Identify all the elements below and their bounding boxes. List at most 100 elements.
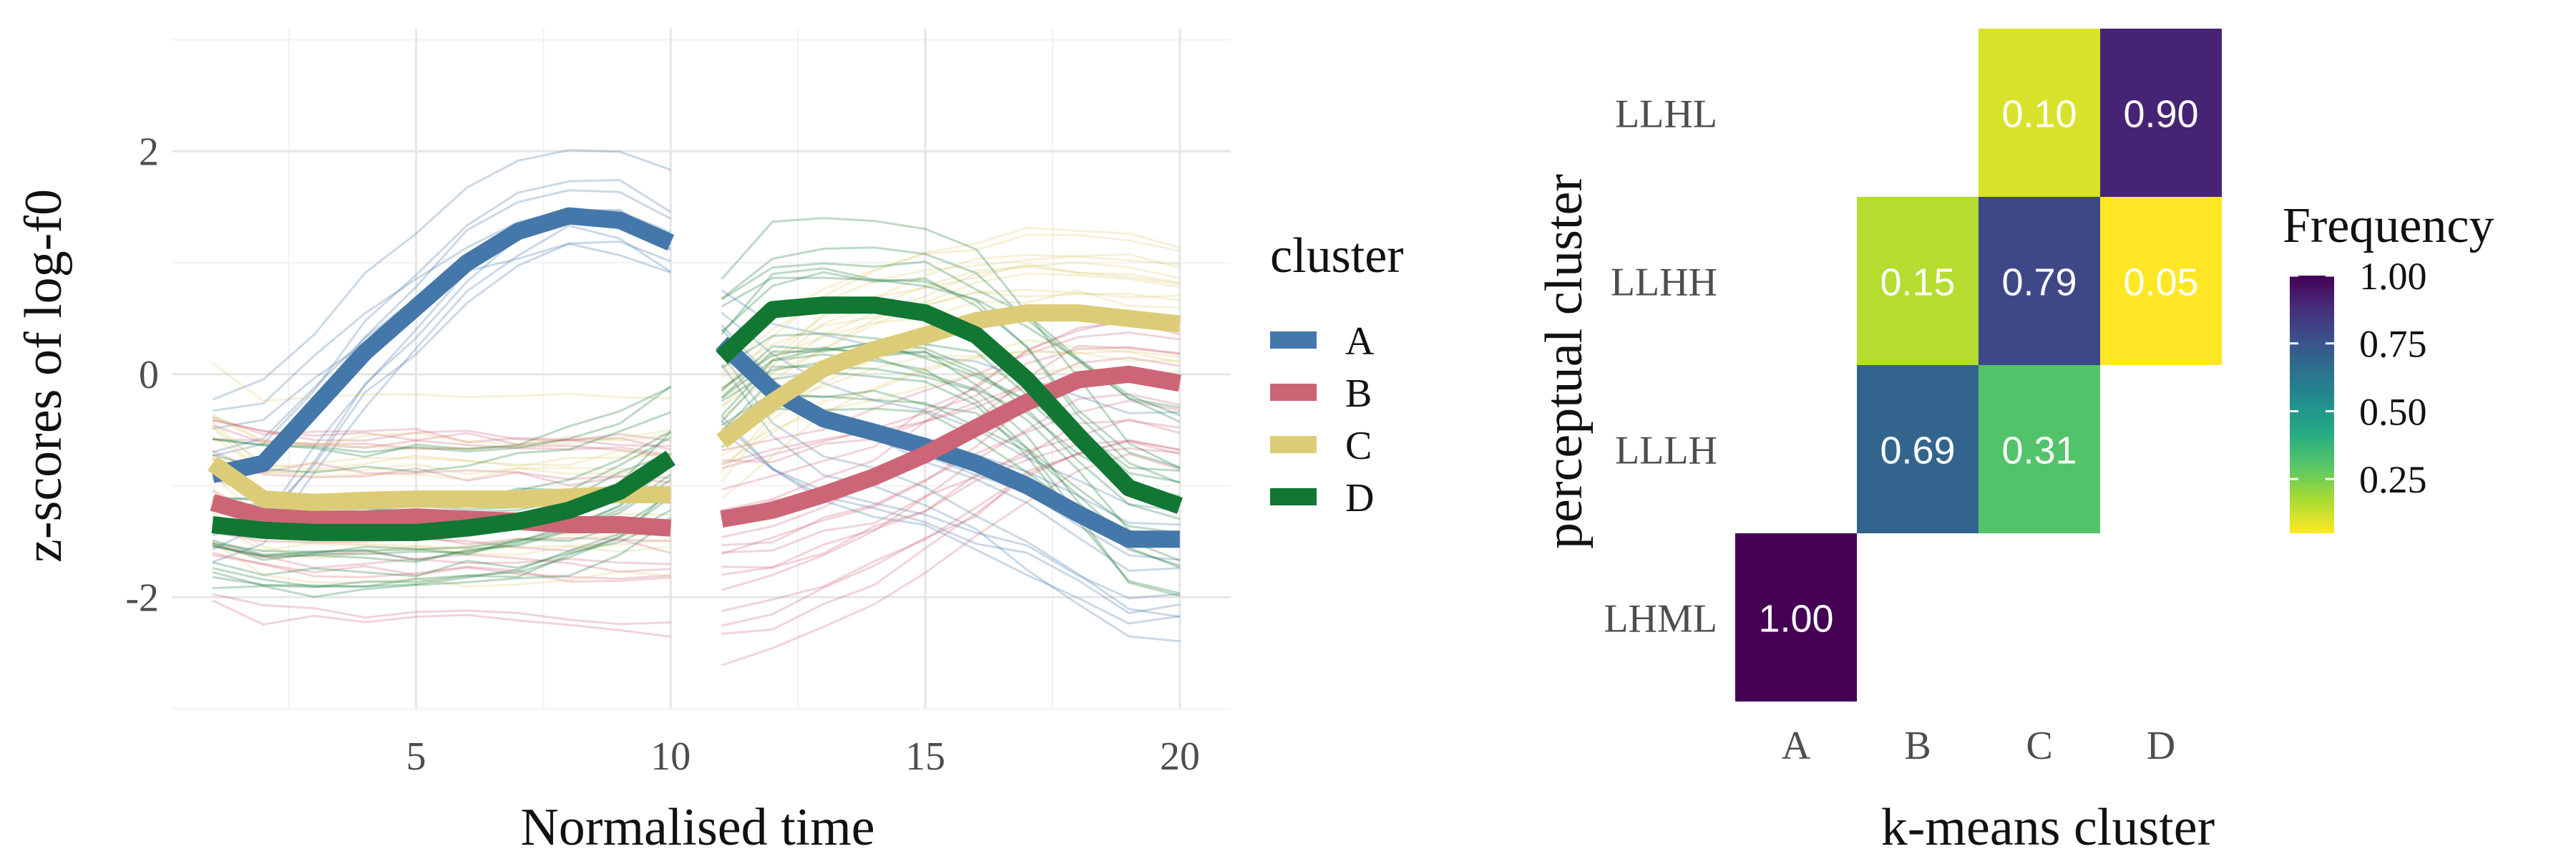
trajectory-B xyxy=(212,457,671,487)
trajectory-A xyxy=(721,353,1181,618)
x-tick-label: 10 xyxy=(650,734,691,779)
trajectory-C xyxy=(721,263,1180,379)
trajectory-C xyxy=(721,226,1181,392)
y-axis-title: z-scores of log-f0 xyxy=(14,189,73,563)
trajectory-D xyxy=(721,353,1181,597)
y-tick-label: -2 xyxy=(125,576,159,620)
trajectory-D xyxy=(212,519,672,598)
x-tick-label: 15 xyxy=(905,734,945,779)
trajectory-A xyxy=(721,289,1180,414)
trajectory-D xyxy=(721,271,1181,469)
x-tick-label: 20 xyxy=(1160,734,1200,779)
trajectory-A xyxy=(721,311,1180,513)
trajectory-C xyxy=(721,289,1180,391)
heatmap-cell-A-LHML xyxy=(1735,533,1857,702)
series-line-B xyxy=(720,365,1181,528)
heatmap-x-tick-label: B xyxy=(1904,724,1931,768)
heatmap-cell-D-LLHL xyxy=(2100,29,2222,197)
trajectory-A xyxy=(212,178,672,457)
heatmap-cells: 1.00 0.69 0.31 0.15 0.79 0.05 0.10 0.90 xyxy=(1735,29,2222,702)
series-line-A xyxy=(210,207,675,483)
y-tick-label: 0 xyxy=(139,353,159,397)
trajectory-B xyxy=(721,320,1181,512)
trajectory-B xyxy=(212,545,671,566)
heatmap-panel: 1.00 0.69 0.31 0.15 0.79 0.05 0.10 0.90 A B C D LH… xyxy=(1535,29,2494,857)
trajectory-A xyxy=(212,242,671,534)
trajectory-B xyxy=(721,439,1181,627)
trajectory-D xyxy=(212,509,672,588)
trajectory-D xyxy=(212,493,672,556)
trajectory-B xyxy=(721,440,1181,569)
trajectory-B xyxy=(212,531,671,555)
trajectory-C xyxy=(212,435,671,481)
heatmap-cell-label: 0.69 xyxy=(1880,430,1955,472)
heatmap-y-tick-label: LLHH xyxy=(1611,261,1717,305)
colorbar-tick-label: 0.50 xyxy=(2359,390,2427,433)
heatmap-cell-label: 0.79 xyxy=(2001,261,2077,304)
trajectory-C xyxy=(212,541,671,588)
heatmap-y-tick-label: LLLH xyxy=(1615,429,1717,473)
trajectory-C xyxy=(721,288,1180,419)
heatmap-x-tick-label: A xyxy=(1782,724,1811,768)
line-chart-panel: 5 10 15 20 -2 0 2 Normalised time z-scores of… xyxy=(14,29,1404,857)
heatmap-y-tick-label: LLHL xyxy=(1615,92,1717,137)
colorbar-tick-label: 0.25 xyxy=(2359,458,2427,501)
heatmap-cell-C-LLHL xyxy=(1979,29,2100,197)
trajectory-C xyxy=(721,253,1180,408)
trajectory-C xyxy=(212,425,671,471)
trajectory-C xyxy=(721,261,1181,408)
heatmap-cell-label: 0.10 xyxy=(2001,93,2077,136)
series-line-B xyxy=(210,494,672,537)
trajectory-C xyxy=(211,427,671,475)
legend-label-A: A xyxy=(1345,319,1375,364)
legend-label-C: C xyxy=(1345,424,1372,468)
trajectory-D xyxy=(721,341,1181,520)
trajectory-B xyxy=(721,417,1181,554)
line-chart-grid xyxy=(172,29,1231,709)
trajectory-B xyxy=(721,356,1181,465)
cluster-mean-lines xyxy=(208,207,1183,548)
legend-label-B: B xyxy=(1345,372,1372,416)
trajectory-A xyxy=(721,420,1181,625)
trajectory-B xyxy=(721,440,1181,635)
heatmap-x-tick-label: C xyxy=(2026,724,2052,768)
y-tick-labels: -2 0 2 xyxy=(125,130,159,620)
heatmap-cell-C-LLHH xyxy=(1979,197,2100,365)
heatmap-cell-label: 0.31 xyxy=(2001,430,2077,472)
trajectory-B xyxy=(721,346,1181,470)
heatmap-cell-B-LLLH xyxy=(1857,365,1979,533)
trajectory-B xyxy=(721,318,1181,491)
trajectory-B xyxy=(212,551,671,583)
colorbar-gradient xyxy=(2290,276,2334,533)
trajectory-D xyxy=(721,267,1181,485)
trajectory-B xyxy=(721,399,1181,547)
legend-title: cluster xyxy=(1270,228,1404,283)
trajectory-C xyxy=(212,512,671,551)
trajectory-B xyxy=(721,392,1181,591)
series-line-D xyxy=(716,296,1183,514)
trajectory-A xyxy=(721,431,1181,614)
frequency-colorbar: Frequency 0.25 0.50 0.75 1.00 xyxy=(2283,198,2494,533)
heatmap-cell-D-LLHH xyxy=(2100,197,2222,365)
trajectory-B xyxy=(721,331,1181,452)
y-tick-label: 2 xyxy=(139,130,159,174)
trajectory-D xyxy=(212,516,671,578)
trajectory-A xyxy=(212,149,671,401)
trajectory-C xyxy=(721,349,1180,465)
trajectory-C xyxy=(211,421,671,469)
trajectory-D xyxy=(212,495,672,588)
trajectory-C xyxy=(721,339,1181,500)
x-tick-labels: 5 10 15 20 xyxy=(406,734,1200,779)
trajectory-D xyxy=(212,457,672,562)
colorbar-tick-label: 0.75 xyxy=(2359,323,2427,366)
heatmap-cell-label: 0.90 xyxy=(2123,93,2198,136)
heatmap-x-axis-title: k-means cluster xyxy=(1881,798,2215,857)
heatmap-cell-label: 0.05 xyxy=(2123,261,2198,304)
trajectory-C xyxy=(721,265,1181,396)
trajectory-B xyxy=(212,599,671,638)
heatmap-y-tick-label: LHML xyxy=(1604,597,1717,641)
trajectory-C xyxy=(212,514,671,560)
x-axis-title: Normalised time xyxy=(520,798,874,857)
